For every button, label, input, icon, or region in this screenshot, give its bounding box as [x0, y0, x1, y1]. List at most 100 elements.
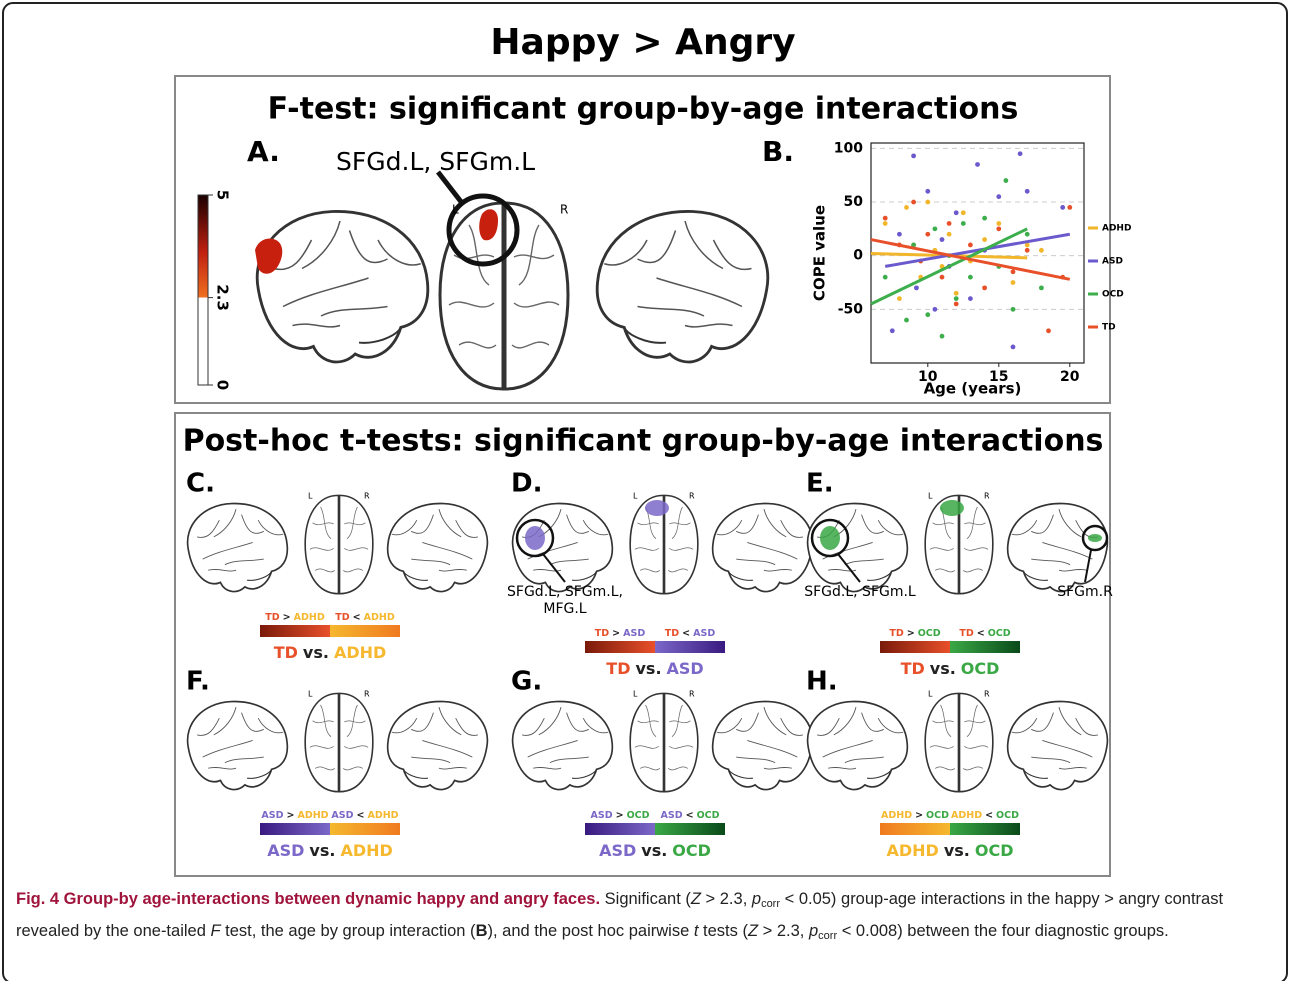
scatter-point: [914, 285, 919, 290]
operator: >: [283, 612, 291, 623]
x-tick-label: 20: [1060, 369, 1080, 385]
caption-text: B: [476, 922, 488, 940]
group-name: TD: [274, 643, 298, 662]
legend-label: TD: [1102, 323, 1116, 333]
scatter-point: [1004, 178, 1009, 183]
scatter-point: [1011, 269, 1016, 274]
hemisphere-label: R: [364, 492, 370, 501]
scatter-point: [968, 275, 973, 280]
contrast-label: TD >OCD: [889, 628, 940, 639]
group-name: ADHD: [334, 643, 386, 662]
comparison-title: ADHDvs.OCD: [887, 841, 1014, 860]
panel-label: G.: [511, 667, 542, 697]
x-axis-label: Age (years): [924, 380, 1022, 398]
group-name: OCD: [918, 628, 941, 639]
group-name: ADHD: [881, 810, 912, 821]
brain-right-group: [388, 702, 488, 790]
posthoc-heading: Post-hoc t-tests: significant group-by-a…: [183, 424, 1104, 459]
hemisphere-label: L: [928, 690, 933, 699]
legend-label: ADHD: [1102, 224, 1131, 234]
operator: <: [353, 612, 361, 623]
versus: vs.: [930, 659, 956, 678]
scatter-point: [1025, 189, 1030, 194]
group-name: OCD: [627, 810, 650, 821]
group-name: OCD: [926, 810, 949, 821]
operator: <: [985, 810, 993, 821]
colorbar: [198, 195, 208, 385]
operator: >: [287, 810, 295, 821]
contrast-label: ADHD>OCD: [881, 810, 949, 821]
scatter-point: [982, 237, 987, 242]
scatter-point: [961, 210, 966, 215]
scatter-point: [947, 232, 952, 237]
group-name: TD: [335, 612, 349, 623]
hemisphere-label: R: [984, 690, 990, 699]
versus: vs.: [303, 643, 329, 662]
group-name: ADHD: [340, 841, 392, 860]
versus: vs.: [309, 841, 335, 860]
panel-label: E.: [806, 469, 834, 499]
operator: <: [682, 628, 690, 639]
scatter-point: [996, 194, 1001, 199]
scatter-point: [968, 243, 973, 248]
comparison-title: TDvs.OCD: [901, 659, 1000, 678]
operator: <: [686, 810, 694, 821]
colorbar-label: 0: [214, 380, 232, 390]
y-tick-label: 0: [853, 248, 863, 264]
brain-left: [808, 702, 908, 790]
contrast-label: ASD<OCD: [661, 810, 720, 821]
scatter-point: [1046, 328, 1051, 333]
group-name: OCD: [988, 628, 1011, 639]
caption: Fig. 4 Group-by age-interactions between…: [16, 886, 1278, 950]
brain-left: [257, 211, 428, 362]
annotation: MFG.L: [543, 601, 586, 617]
hemisphere-label: L: [928, 492, 933, 501]
caption-text: p: [752, 890, 761, 908]
group-name: ASD: [693, 628, 715, 639]
caption-text: p: [809, 922, 818, 940]
scatter-point: [897, 232, 902, 237]
legend-label: ASD: [1102, 257, 1123, 267]
brain-top: [305, 495, 373, 593]
scatter-point: [947, 221, 952, 226]
activation: [645, 500, 669, 516]
contrast-label: ASD<ADHD: [331, 810, 398, 821]
scatter-point: [961, 221, 966, 226]
hemisphere-label: R: [984, 492, 990, 501]
group-name: ASD: [261, 810, 283, 821]
scatter-point: [982, 285, 987, 290]
operator: >: [907, 628, 915, 639]
scatter-point: [890, 328, 895, 333]
versus: vs.: [641, 841, 667, 860]
contrast-label: ASD>ADHD: [261, 810, 328, 821]
group-name: ASD: [623, 628, 645, 639]
scatter-point: [1011, 307, 1016, 312]
group-name: ASD: [591, 810, 613, 821]
operator: >: [616, 810, 624, 821]
panel-label: H.: [806, 667, 838, 697]
group-name: ASD: [667, 659, 704, 678]
scatter-point: [1060, 205, 1065, 210]
caption-text: > 2.3,: [701, 890, 752, 908]
comparison-title: TD vs. ASD: [606, 659, 703, 678]
pointer: [438, 172, 462, 203]
group-name: ADHD: [294, 612, 325, 623]
group-name: TD: [265, 612, 279, 623]
colorbar: [260, 823, 400, 835]
caption-text: Fig. 4 Group-by age-interactions between…: [16, 890, 600, 908]
versus: vs.: [635, 659, 661, 678]
scatter-point: [1025, 232, 1030, 237]
panel-label: D.: [511, 469, 542, 499]
y-tick-label: 50: [844, 194, 864, 210]
colorbar-label: 5: [214, 190, 232, 200]
brain-top: [305, 693, 373, 791]
scatter-point: [954, 302, 959, 307]
caption-text: ), and the post hoc pairwise: [487, 922, 693, 940]
group-name: TD: [889, 628, 903, 639]
group-name: ASD: [661, 810, 683, 821]
panel-label: C.: [186, 469, 215, 499]
scatter-point: [940, 275, 945, 280]
comparison-title: ASD vs. ADHD: [267, 841, 393, 860]
group-name: TD: [606, 659, 630, 678]
group-name: ASD: [267, 841, 304, 860]
